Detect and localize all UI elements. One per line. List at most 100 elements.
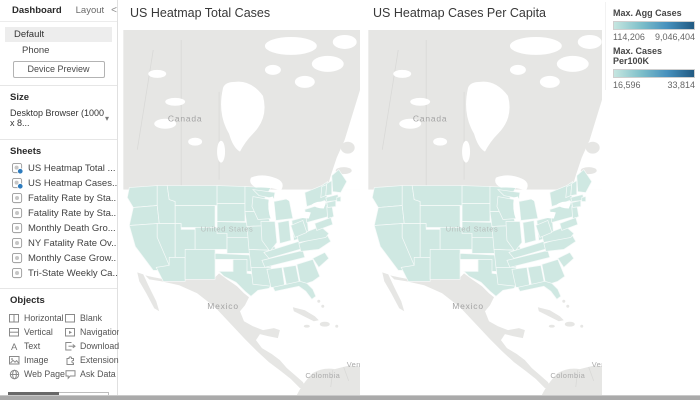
object-image[interactable]: Image <box>9 354 65 366</box>
canada-label: Canada <box>168 114 202 124</box>
state-OR[interactable] <box>128 205 160 226</box>
state-WV[interactable] <box>290 220 308 238</box>
state-IL[interactable] <box>505 221 523 252</box>
state-WI[interactable] <box>251 196 274 220</box>
sheet-item[interactable]: Monthly Death Gro... <box>0 221 117 236</box>
device-phone-row[interactable]: Phone <box>22 45 50 56</box>
divider <box>0 139 117 140</box>
state-OR[interactable] <box>373 205 405 226</box>
sheets-section-label: Sheets <box>10 146 42 157</box>
state-TN[interactable] <box>506 249 551 268</box>
size-dropdown[interactable]: Desktop Browser (1000 x 8... ▾ <box>0 107 117 132</box>
object-label: Web Page <box>24 369 65 379</box>
state-SD[interactable] <box>461 203 491 222</box>
sheet-item[interactable]: Tri-State Weekly Ca... <box>0 266 117 281</box>
object-text[interactable]: A Text <box>9 340 65 352</box>
state-IN[interactable] <box>277 220 292 244</box>
collapse-pane-icon[interactable]: < <box>111 5 117 16</box>
map-1[interactable]: Canada United States Mexico Colombia Ven… <box>123 30 360 395</box>
state-IN[interactable] <box>522 220 537 244</box>
state-MD[interactable] <box>559 217 579 231</box>
state-SC[interactable] <box>557 251 575 268</box>
dashboard-canvas: US Heatmap Total Cases US Heatmap Cases … <box>119 0 700 395</box>
object-blank[interactable]: Blank <box>65 312 122 324</box>
sheet-item[interactable]: NY Fatality Rate Ov... <box>0 236 117 251</box>
state-ND[interactable] <box>216 185 246 204</box>
legend-gradient-bar[interactable] <box>613 21 695 30</box>
state-WI[interactable] <box>496 196 519 220</box>
state-NH[interactable] <box>325 179 333 196</box>
legend2-title: Max. Cases Per100K <box>613 46 663 66</box>
worksheet-icon <box>12 223 23 234</box>
sheet-item[interactable]: Fatality Rate by Sta... <box>0 191 117 206</box>
object-navigation[interactable]: Navigation <box>65 326 122 338</box>
legend2-min: 16,596 <box>613 80 641 90</box>
legend1-min: 114,206 <box>613 32 645 42</box>
sheet-item[interactable]: US Heatmap Total ... <box>0 161 117 176</box>
state-WA[interactable] <box>126 185 158 208</box>
object-download[interactable]: Download <box>65 340 122 352</box>
state-ME[interactable] <box>331 169 348 193</box>
tab-layout[interactable]: Layout <box>75 5 105 16</box>
sheet-label: US Heatmap Cases... <box>28 178 117 189</box>
divider <box>0 288 117 289</box>
state-WV[interactable] <box>535 220 553 238</box>
object-label: Blank <box>80 313 103 323</box>
worksheet-icon <box>12 193 23 204</box>
object-web-page[interactable]: Web Page <box>9 368 65 380</box>
us-states[interactable] <box>126 169 348 300</box>
mexico-label: Mexico <box>207 301 239 311</box>
sheet-item[interactable]: Monthly Case Grow... <box>0 251 117 266</box>
state-WY[interactable] <box>419 205 461 228</box>
north-america-map: Canada United States Mexico Colombia Ven… <box>123 30 360 395</box>
state-FL[interactable] <box>272 280 317 300</box>
legend2-max: 33,814 <box>667 80 695 90</box>
tab-dashboard[interactable]: Dashboard <box>12 5 62 16</box>
state-ME[interactable] <box>576 169 593 193</box>
colombia-label: Colombia <box>305 371 340 380</box>
sheet-item[interactable]: Fatality Rate by Sta... <box>0 206 117 221</box>
state-SC[interactable] <box>312 251 330 268</box>
us-states[interactable] <box>371 169 593 300</box>
state-CT[interactable] <box>571 200 582 208</box>
state-NH[interactable] <box>570 179 578 196</box>
north-america-map: Canada United States Mexico Colombia Ven… <box>368 30 602 395</box>
map-2[interactable]: Canada United States Mexico Colombia Ven… <box>368 30 602 395</box>
object-vertical[interactable]: Vertical <box>9 326 65 338</box>
sheet-label: Monthly Death Gro... <box>28 223 116 234</box>
state-ND[interactable] <box>461 185 491 204</box>
state-SD[interactable] <box>216 203 246 222</box>
state-FL[interactable] <box>517 280 562 300</box>
state-WA[interactable] <box>371 185 403 208</box>
object-horizontal[interactable]: Horizontal <box>9 312 65 324</box>
device-default-row[interactable]: Default <box>5 27 112 42</box>
colombia-label: Colombia <box>550 371 585 380</box>
object-ask-data[interactable]: Ask Data <box>65 368 122 380</box>
mexico-landmass <box>382 272 602 395</box>
state-NM[interactable] <box>184 249 216 280</box>
great-lakes <box>250 175 326 221</box>
state-IL[interactable] <box>260 221 278 252</box>
state-MI[interactable] <box>251 189 294 221</box>
state-MD[interactable] <box>314 217 334 231</box>
state-TN[interactable] <box>261 249 306 268</box>
state-CT[interactable] <box>326 200 337 208</box>
state-RI[interactable] <box>581 196 587 202</box>
sheet-label: Fatality Rate by Sta... <box>28 193 117 204</box>
legend-gradient-bar[interactable] <box>613 69 695 78</box>
object-label: Image <box>24 355 49 365</box>
state-WY[interactable] <box>174 205 216 228</box>
image-icon <box>9 355 20 364</box>
object-label: Horizontal <box>24 313 64 323</box>
worksheet-icon <box>12 208 23 219</box>
sheet-item[interactable]: US Heatmap Cases... <box>0 176 117 191</box>
device-preview-button[interactable]: Device Preview <box>12 61 105 78</box>
object-label: Vertical <box>24 327 53 337</box>
sheet-label: Tri-State Weekly Ca... <box>28 268 117 279</box>
state-NM[interactable] <box>429 249 461 280</box>
canada-label: Canada <box>413 114 447 124</box>
object-extension[interactable]: Extension <box>65 354 122 366</box>
legend1-max: 9,046,404 <box>654 32 695 42</box>
state-MI[interactable] <box>496 189 539 221</box>
state-RI[interactable] <box>336 196 342 202</box>
